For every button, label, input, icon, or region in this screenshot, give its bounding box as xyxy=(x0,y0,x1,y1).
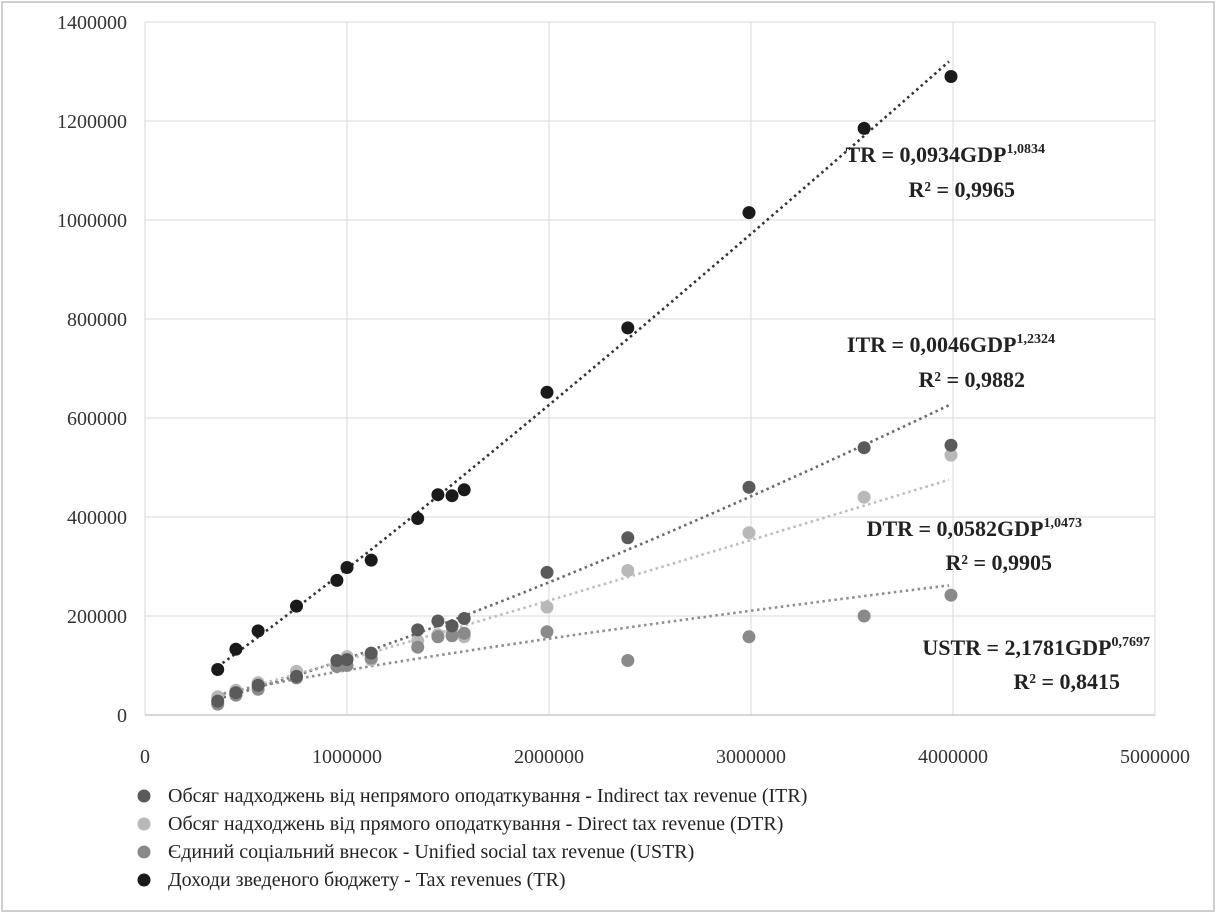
y-tick-label: 1200000 xyxy=(57,111,127,133)
point-0-8 xyxy=(431,614,445,628)
equation-3: TR = 0,0934GDP1,0834 xyxy=(845,142,1045,167)
point-0-1 xyxy=(229,686,243,700)
equation-exponent: 1,0473 xyxy=(1044,516,1083,531)
point-0-14 xyxy=(857,441,871,455)
y-tick-label: 800000 xyxy=(67,309,127,331)
legend: Обсяг надходжень від непрямого оподаткув… xyxy=(137,785,807,891)
x-tick-label: 5000000 xyxy=(1120,746,1190,768)
point-3-2 xyxy=(251,624,265,638)
point-0-4 xyxy=(330,654,344,667)
point-1-11 xyxy=(540,600,554,614)
equation-exponent: 0,7697 xyxy=(1112,635,1151,650)
point-2-8 xyxy=(431,630,445,644)
point-2-10 xyxy=(457,626,471,640)
equation-0: ITR = 0,0046GDP1,2324 xyxy=(847,332,1055,357)
point-0-10 xyxy=(457,612,471,625)
equation-exponent: 1,2324 xyxy=(1017,332,1056,347)
y-tick-label: 1000000 xyxy=(57,210,127,232)
x-tick-label: 4000000 xyxy=(918,746,988,768)
legend-label-2: Єдиний соціальний внесок - Unified socia… xyxy=(168,841,694,863)
point-3-12 xyxy=(621,321,635,335)
point-1-14 xyxy=(857,490,871,504)
point-2-14 xyxy=(857,609,871,623)
r-squared-2: R² = 0,8415 xyxy=(1013,669,1120,694)
x-tick-label: 2000000 xyxy=(514,746,584,768)
point-3-3 xyxy=(290,599,303,613)
data-points xyxy=(211,70,958,711)
y-axis: 0 200000 400000 600000 800000 1000000 1200000 1… xyxy=(57,12,127,727)
point-3-6 xyxy=(364,553,378,567)
legend-label-0: Обсяг надходжень від непрямого оподаткув… xyxy=(168,785,807,807)
y-tick-label: 200000 xyxy=(67,606,127,628)
point-0-0 xyxy=(211,694,225,708)
r-squared-1: R² = 0,9905 xyxy=(945,550,1052,575)
legend-label-1: Обсяг надходжень від прямого оподаткуван… xyxy=(168,813,783,835)
point-0-6 xyxy=(364,646,378,660)
point-0-13 xyxy=(742,480,756,494)
legend-marker-2 xyxy=(137,845,151,859)
x-tick-label: 3000000 xyxy=(716,746,786,768)
point-3-10 xyxy=(457,483,471,497)
legend-marker-1 xyxy=(137,817,151,831)
equation-2: USTR = 2,1781GDP0,7697 xyxy=(922,635,1150,660)
point-0-11 xyxy=(540,565,554,579)
equation-base: TR = 0,0934GDP xyxy=(845,142,1006,167)
point-0-15 xyxy=(944,438,958,452)
r-squared-3: R² = 0,9965 xyxy=(908,177,1015,202)
point-3-4 xyxy=(330,573,344,587)
legend-marker-3 xyxy=(137,873,151,887)
point-3-8 xyxy=(431,488,445,502)
point-3-15 xyxy=(944,70,958,83)
point-0-12 xyxy=(621,531,635,545)
point-2-13 xyxy=(742,630,756,644)
point-3-1 xyxy=(229,642,243,656)
x-axis: 0 1000000 2000000 3000000 4000000 5000000 xyxy=(140,714,1190,768)
point-3-14 xyxy=(857,121,871,135)
equation-exponent: 1,0834 xyxy=(1007,142,1046,157)
point-0-7 xyxy=(411,623,425,637)
point-2-15 xyxy=(944,588,958,602)
point-2-12 xyxy=(621,654,635,667)
point-0-3 xyxy=(290,669,303,683)
x-tick-label: 1000000 xyxy=(312,746,382,768)
equation-base: ITR = 0,0046GDP xyxy=(847,332,1017,357)
point-0-5 xyxy=(340,653,354,667)
point-3-0 xyxy=(211,663,225,676)
trend-equations: ITR = 0,0046GDP1,2324 R² = 0,9882 DTR = 0,… xyxy=(845,142,1150,694)
point-0-2 xyxy=(251,678,265,692)
equation-1: DTR = 0,0582GDP1,0473 xyxy=(867,516,1082,541)
r-squared-0: R² = 0,9882 xyxy=(918,367,1025,392)
point-2-9 xyxy=(445,629,459,643)
point-3-9 xyxy=(445,489,459,503)
y-tick-label: 400000 xyxy=(67,507,127,529)
y-tick-label: 600000 xyxy=(67,408,127,430)
point-3-11 xyxy=(540,385,554,399)
legend-label-3: Доходи зведеного бюджету - Tax revenues … xyxy=(168,869,565,891)
x-tick-label: 0 xyxy=(140,746,150,768)
point-1-15 xyxy=(944,448,958,462)
legend-marker-0 xyxy=(137,789,151,803)
point-3-13 xyxy=(742,206,756,220)
point-3-7 xyxy=(411,512,425,525)
point-1-13 xyxy=(742,526,756,540)
point-3-5 xyxy=(340,561,354,574)
point-2-7 xyxy=(411,640,425,654)
point-1-12 xyxy=(621,564,635,577)
y-tick-label: 1400000 xyxy=(57,12,127,34)
equation-base: USTR = 2,1781GDP xyxy=(922,635,1111,660)
trendline-3 xyxy=(216,60,950,668)
y-tick-label: 0 xyxy=(117,705,127,727)
point-0-9 xyxy=(445,619,459,633)
point-2-11 xyxy=(540,625,554,639)
equation-base: DTR = 0,0582GDP xyxy=(867,516,1044,541)
